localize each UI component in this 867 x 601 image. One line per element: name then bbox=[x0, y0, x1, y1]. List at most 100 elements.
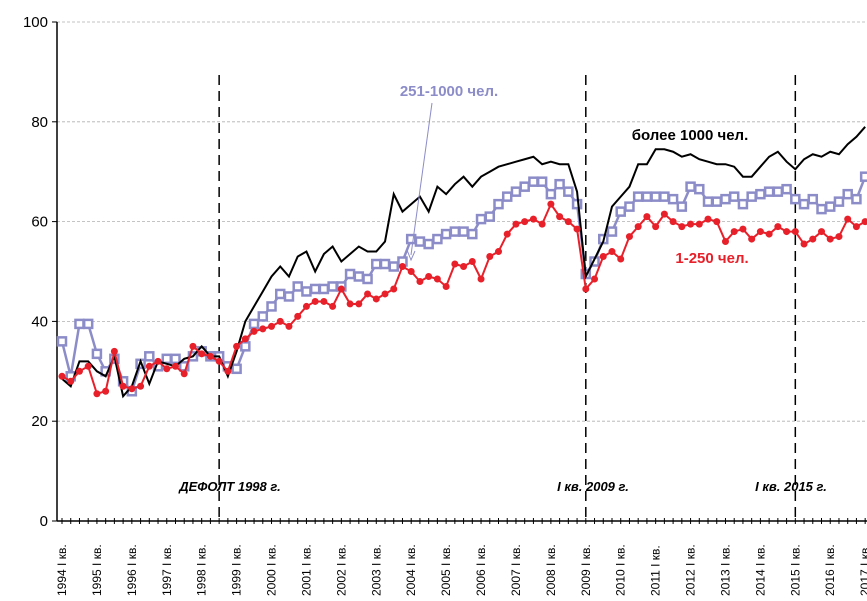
marker bbox=[599, 253, 607, 261]
marker bbox=[292, 281, 303, 292]
y-tick-label: 100 bbox=[23, 14, 48, 31]
marker bbox=[859, 171, 867, 182]
y-tick-label: 0 bbox=[40, 513, 48, 530]
marker bbox=[442, 282, 450, 290]
marker bbox=[355, 300, 363, 308]
marker bbox=[486, 253, 494, 261]
marker bbox=[102, 387, 110, 395]
x-tick-label: 2017 I кв. bbox=[858, 544, 867, 596]
marker bbox=[826, 235, 834, 243]
x-tick-label: 2010 I кв. bbox=[614, 544, 628, 596]
marker bbox=[652, 223, 660, 231]
marker bbox=[809, 235, 817, 243]
marker bbox=[414, 236, 426, 247]
marker bbox=[563, 186, 574, 197]
marker bbox=[416, 277, 424, 285]
marker bbox=[617, 255, 625, 263]
marker bbox=[154, 357, 162, 365]
marker bbox=[519, 181, 530, 192]
marker bbox=[475, 213, 487, 225]
annotation: I кв. 2009 г. bbox=[557, 479, 629, 494]
marker bbox=[451, 260, 459, 268]
marker bbox=[676, 201, 688, 212]
marker bbox=[353, 271, 365, 282]
marker bbox=[198, 350, 206, 358]
marker bbox=[713, 218, 721, 226]
marker bbox=[381, 290, 389, 298]
marker bbox=[702, 196, 714, 207]
x-tick-label: 2007 I кв. bbox=[509, 544, 523, 596]
marker bbox=[495, 248, 502, 256]
label-arrow-head bbox=[406, 249, 416, 262]
x-tick-label: 1999 I кв. bbox=[230, 544, 244, 596]
marker bbox=[591, 275, 599, 283]
marker bbox=[746, 191, 757, 202]
marker bbox=[294, 312, 302, 320]
marker bbox=[608, 248, 616, 256]
marker bbox=[241, 335, 249, 343]
marker bbox=[615, 206, 626, 217]
marker bbox=[824, 201, 836, 212]
marker bbox=[503, 230, 511, 238]
marker bbox=[171, 362, 179, 370]
marker bbox=[56, 336, 68, 347]
marker bbox=[93, 390, 101, 398]
marker bbox=[302, 302, 310, 310]
marker bbox=[790, 193, 801, 205]
marker bbox=[730, 228, 738, 236]
marker bbox=[748, 235, 756, 243]
marker bbox=[362, 273, 373, 285]
x-tick-label: 1996 I кв. bbox=[125, 544, 139, 596]
marker bbox=[721, 238, 729, 246]
marker bbox=[493, 198, 504, 210]
marker bbox=[67, 377, 75, 385]
marker bbox=[407, 268, 415, 275]
marker bbox=[529, 215, 537, 223]
marker bbox=[755, 188, 766, 200]
marker bbox=[268, 322, 276, 330]
x-tick-label: 2014 I кв. bbox=[753, 544, 767, 596]
series bbox=[61, 126, 866, 399]
marker bbox=[276, 317, 284, 325]
marker bbox=[259, 325, 267, 333]
x-tick-label: 2002 I кв. bbox=[334, 544, 348, 596]
marker bbox=[545, 188, 557, 200]
marker bbox=[283, 291, 295, 302]
marker bbox=[528, 176, 539, 187]
marker bbox=[720, 193, 731, 205]
marker bbox=[624, 201, 635, 212]
marker bbox=[161, 353, 173, 365]
marker bbox=[180, 370, 188, 378]
marker bbox=[861, 218, 867, 226]
marker bbox=[248, 318, 260, 330]
annotation: ДЕФОЛТ 1998 г. bbox=[178, 479, 281, 494]
marker bbox=[458, 226, 469, 237]
marker bbox=[739, 225, 747, 233]
marker bbox=[783, 228, 791, 236]
marker bbox=[145, 362, 153, 370]
series bbox=[58, 200, 867, 398]
marker bbox=[667, 193, 679, 205]
marker bbox=[266, 301, 277, 312]
y-tick-label: 60 bbox=[31, 214, 48, 231]
marker bbox=[833, 196, 845, 207]
marker bbox=[564, 218, 572, 226]
marker bbox=[224, 367, 232, 375]
marker bbox=[818, 228, 826, 236]
marker bbox=[398, 263, 406, 271]
marker bbox=[536, 176, 548, 187]
marker bbox=[337, 285, 345, 293]
marker bbox=[58, 372, 66, 380]
marker bbox=[484, 211, 496, 222]
marker bbox=[477, 275, 485, 283]
marker bbox=[74, 318, 85, 330]
marker bbox=[512, 220, 520, 228]
x-tick-label: 1995 I кв. bbox=[90, 544, 104, 596]
marker bbox=[240, 341, 251, 352]
marker bbox=[423, 238, 434, 250]
series-line bbox=[61, 126, 866, 399]
marker bbox=[625, 233, 633, 241]
marker bbox=[763, 186, 775, 197]
